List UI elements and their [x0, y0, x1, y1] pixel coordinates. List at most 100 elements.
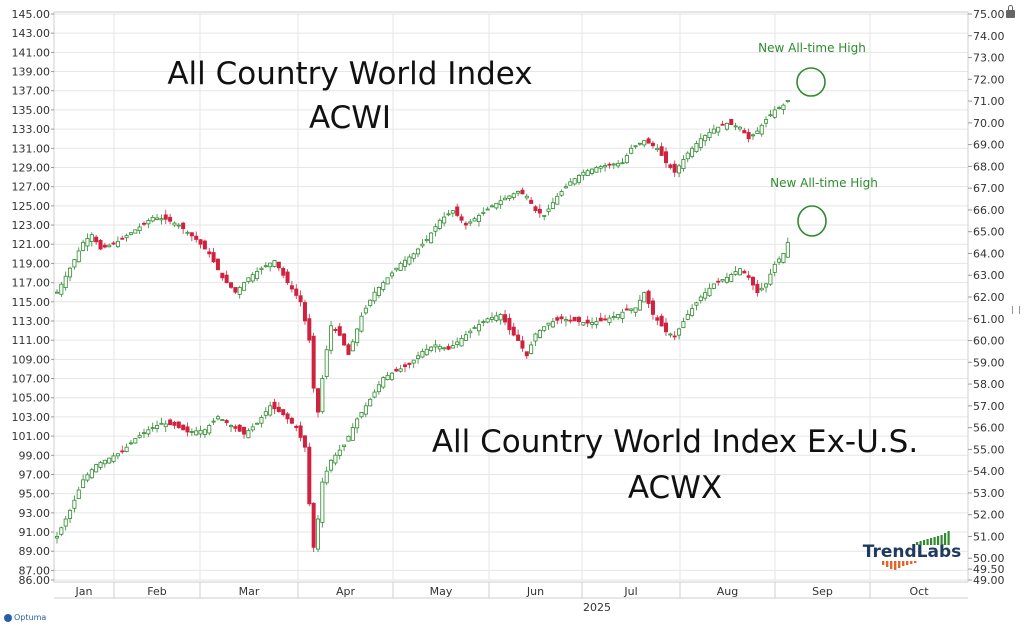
- candle-body: [581, 321, 586, 326]
- candle-body: [385, 374, 390, 380]
- candle-body: [720, 123, 725, 126]
- acwx-ticker: ACWX: [628, 470, 722, 506]
- candle-body: [690, 308, 695, 316]
- left-tick-label: 113.00: [12, 315, 51, 328]
- candle-body: [394, 368, 399, 372]
- candle-body: [446, 346, 451, 350]
- candle-body: [703, 135, 708, 142]
- candle-body: [289, 285, 294, 290]
- left-tick-label: 93.00: [19, 507, 51, 520]
- candle-body: [55, 291, 60, 294]
- right-tick-label: 59.00: [973, 356, 1005, 369]
- candle-body: [742, 270, 747, 274]
- candle-body: [194, 235, 199, 240]
- right-tick-label: 71.00: [973, 95, 1005, 108]
- candle-body: [572, 178, 577, 185]
- candle-body: [507, 195, 512, 199]
- candle-body: [346, 344, 351, 355]
- candle-body: [420, 243, 425, 247]
- candle-body: [550, 321, 555, 328]
- candle-body: [263, 411, 268, 416]
- candle-body: [498, 200, 503, 205]
- candle-body: [394, 267, 399, 271]
- candle-body: [433, 344, 438, 348]
- candle-body: [668, 333, 673, 336]
- month-label: Jan: [75, 585, 93, 598]
- candle-body: [411, 253, 416, 259]
- candle-body: [437, 345, 442, 350]
- candle-body: [228, 425, 233, 428]
- logo-bar-down: [882, 561, 885, 565]
- lock-icon[interactable]: [1006, 5, 1015, 18]
- candle-body: [672, 335, 677, 338]
- candle-body: [115, 453, 120, 457]
- candle-body: [237, 424, 242, 432]
- candle-body: [81, 479, 86, 489]
- right-tick-label: 58.00: [973, 378, 1005, 391]
- month-label: May: [430, 585, 453, 598]
- candle-body: [220, 272, 225, 279]
- candle-body: [424, 239, 429, 242]
- left-tick-label: 137.00: [12, 85, 51, 98]
- candle-body: [398, 368, 403, 372]
- candle-body: [507, 317, 512, 331]
- candle-body: [81, 241, 86, 251]
- candle-body: [207, 251, 212, 255]
- candle-body: [489, 316, 494, 320]
- candle-body: [298, 295, 303, 303]
- candle-body: [459, 216, 464, 221]
- candle-body: [755, 130, 760, 134]
- candle-body: [224, 274, 229, 284]
- candle-body: [298, 425, 303, 438]
- candle-body: [472, 218, 477, 222]
- right-tick-label: 49.00: [973, 574, 1005, 587]
- candle-body: [542, 215, 547, 217]
- candle-body: [168, 419, 173, 426]
- candle-body: [455, 206, 460, 216]
- candle-body: [276, 261, 281, 269]
- candle-body: [285, 271, 290, 284]
- left-tick-label: 119.00: [12, 257, 51, 270]
- candle-body: [733, 271, 738, 275]
- logo-bar-down: [890, 561, 893, 569]
- candle-body: [407, 362, 412, 365]
- candle-body: [520, 189, 525, 195]
- candle-body: [546, 322, 551, 326]
- candle-body: [94, 464, 99, 473]
- candle-body: [616, 314, 621, 319]
- candle-body: [672, 163, 677, 173]
- candle-body: [159, 422, 164, 425]
- candle-body: [489, 205, 494, 208]
- left-tick-label: 89.00: [19, 545, 51, 558]
- candle-body: [63, 275, 68, 289]
- candle-body: [233, 426, 238, 429]
- logo-bar-down: [898, 561, 901, 568]
- candle-body: [707, 131, 712, 139]
- candle-body: [516, 334, 521, 341]
- month-label: Jun: [526, 585, 544, 598]
- right-tick-label: 50.00: [973, 552, 1005, 565]
- month-label: Aug: [717, 585, 738, 598]
- candle-body: [529, 199, 534, 204]
- candle-body: [89, 234, 94, 242]
- candle-body: [742, 130, 747, 134]
- candle-body: [563, 186, 568, 189]
- candle-body: [511, 193, 516, 198]
- candle-body: [350, 341, 355, 352]
- candle-body: [568, 319, 573, 322]
- candle-body: [424, 348, 429, 356]
- candle-body: [698, 138, 703, 148]
- scroll-handle[interactable]: [1012, 306, 1020, 314]
- candle-body: [703, 292, 708, 299]
- candle-body: [329, 325, 334, 351]
- candle-body: [650, 300, 655, 315]
- candle-body: [346, 435, 351, 442]
- candle-body: [294, 288, 299, 296]
- candle-body: [337, 449, 342, 456]
- candle-body: [529, 344, 534, 354]
- candle-body: [764, 283, 769, 288]
- candle-body: [711, 283, 716, 289]
- candle-body: [468, 221, 473, 224]
- candle-body: [764, 119, 769, 124]
- candle-body: [737, 126, 742, 130]
